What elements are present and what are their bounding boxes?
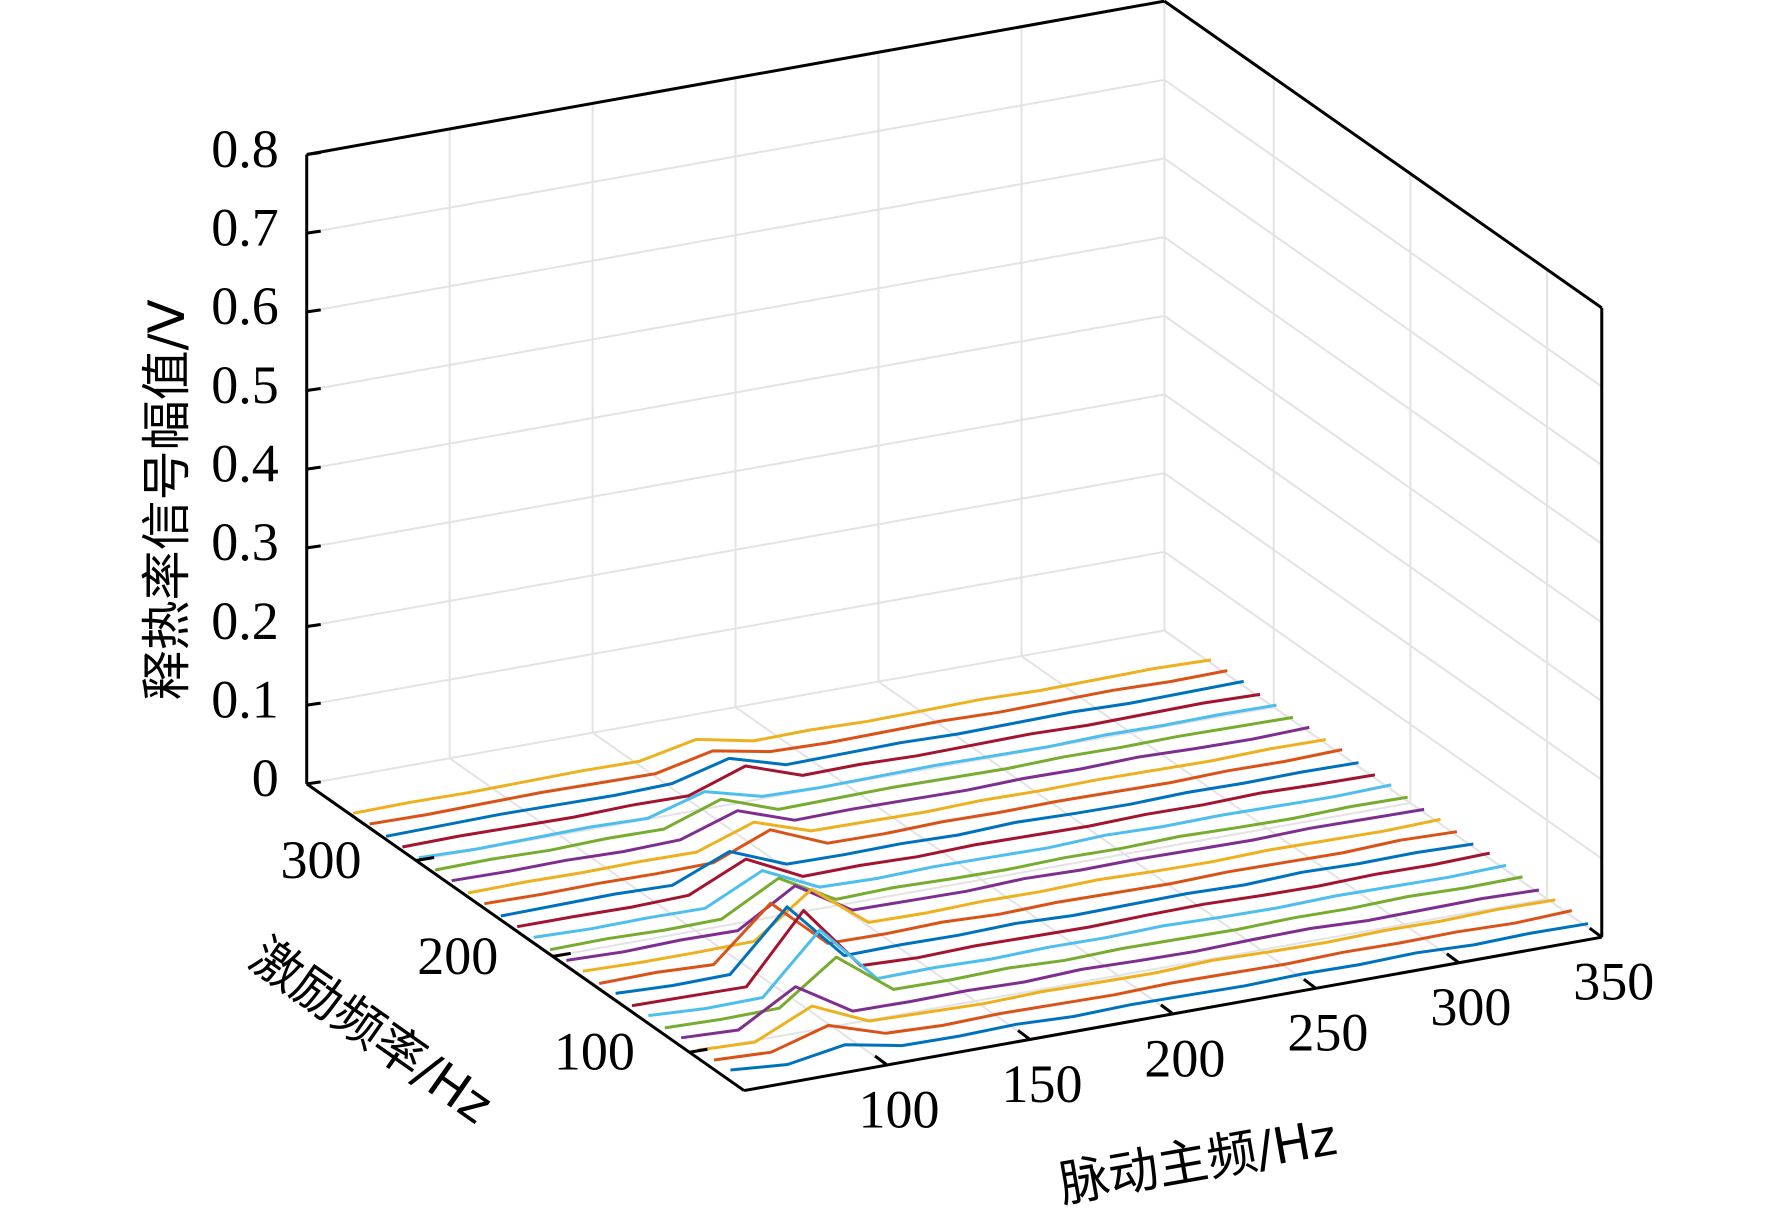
series-line xyxy=(566,807,1425,962)
series-line xyxy=(582,817,1441,973)
series-line xyxy=(697,898,1556,1052)
x-tick-mark xyxy=(1588,927,1603,939)
series-line xyxy=(615,842,1474,995)
grid-group xyxy=(306,0,1603,1066)
series-line xyxy=(402,692,1261,849)
series-line xyxy=(369,669,1228,826)
lines-group xyxy=(352,658,1589,1072)
z-tick-label: 0.4 xyxy=(211,434,279,494)
series-line xyxy=(648,863,1507,1018)
grid-line xyxy=(734,706,1174,1015)
axis-line xyxy=(305,782,745,1092)
grid-line xyxy=(306,393,1165,549)
series-line xyxy=(516,773,1376,929)
series-line xyxy=(631,851,1491,1008)
grid-line xyxy=(306,314,1165,471)
z-tick-mark xyxy=(306,308,321,314)
grid-line xyxy=(306,236,1165,392)
y-tick-label: 100 xyxy=(554,1022,635,1082)
z-tick-label: 0.5 xyxy=(211,355,279,415)
x-axis-title: 脉动主频/Hz xyxy=(1055,1108,1342,1214)
grid-line xyxy=(552,802,1411,958)
y-tick-label: 300 xyxy=(281,830,362,890)
labels-group: 100 150 200 250 300 35010020030000.10.20.30.4… xyxy=(138,119,1654,1214)
y-tick-mark xyxy=(552,951,571,958)
axis-line xyxy=(1163,0,1603,310)
x-tick-label: 150 xyxy=(1001,1054,1082,1114)
x-tick-label: 100 xyxy=(859,1079,940,1139)
y-tick-mark xyxy=(689,1047,708,1054)
grid-line xyxy=(1163,157,1603,467)
series-line xyxy=(549,795,1408,952)
y-tick-mark xyxy=(415,856,435,862)
z-tick-mark xyxy=(306,623,321,628)
grid-line xyxy=(1163,472,1603,781)
x-tick-mark xyxy=(1017,1029,1031,1041)
x-tick-label: 350 xyxy=(1573,952,1654,1012)
z-tick-mark xyxy=(306,465,321,471)
z-tick-label: 0.1 xyxy=(211,670,279,730)
z-tick-mark xyxy=(306,780,321,786)
z-tick-label: 0.6 xyxy=(211,276,279,336)
series-line xyxy=(352,658,1212,815)
grid-line xyxy=(1163,393,1603,703)
x-tick-mark xyxy=(1302,978,1317,990)
z-axis-title: 释热率信号幅值/V xyxy=(138,299,196,700)
z-tick-label: 0.3 xyxy=(211,512,279,572)
grid-line xyxy=(306,78,1165,235)
grid-line xyxy=(306,550,1165,707)
series-line xyxy=(484,748,1343,906)
grid-line xyxy=(1163,314,1603,624)
z-tick-label: 0.7 xyxy=(211,198,279,258)
series-line xyxy=(680,888,1540,1040)
x-tick-label: 200 xyxy=(1144,1028,1225,1088)
series-line xyxy=(418,703,1277,860)
x-tick-mark xyxy=(874,1054,888,1067)
x-tick-mark xyxy=(1160,1003,1174,1016)
z-tick-mark xyxy=(306,229,321,235)
grid-line xyxy=(1163,78,1603,388)
grid-line xyxy=(449,757,888,1066)
z-tick-label: 0 xyxy=(252,748,279,808)
grid-line xyxy=(306,629,1165,785)
z-tick-mark xyxy=(306,544,321,550)
z-tick-label: 0.2 xyxy=(211,591,279,651)
z-tick-mark xyxy=(306,387,321,392)
grid-line xyxy=(306,472,1165,628)
series-line xyxy=(467,738,1326,895)
series-line xyxy=(730,922,1589,1072)
series-line xyxy=(500,761,1359,918)
y-tick-label: 200 xyxy=(417,926,498,986)
series-line xyxy=(713,909,1573,1062)
z-tick-mark xyxy=(306,151,321,156)
z-tick-mark xyxy=(306,701,321,707)
grid-line xyxy=(1163,236,1603,545)
x-tick-label: 300 xyxy=(1430,977,1511,1037)
grid-line xyxy=(1163,550,1603,860)
grid-line xyxy=(306,157,1165,313)
series-line xyxy=(385,679,1244,838)
series-line xyxy=(664,875,1523,1030)
axis-line xyxy=(306,0,1165,156)
x-tick-mark xyxy=(1445,952,1460,964)
x-tick-label: 250 xyxy=(1287,1003,1368,1063)
grid-line xyxy=(877,680,1317,990)
series-line xyxy=(434,715,1294,872)
series-line xyxy=(598,830,1458,985)
z-tick-label: 0.8 xyxy=(211,119,279,179)
series-line xyxy=(451,725,1310,883)
series-line xyxy=(533,783,1392,939)
